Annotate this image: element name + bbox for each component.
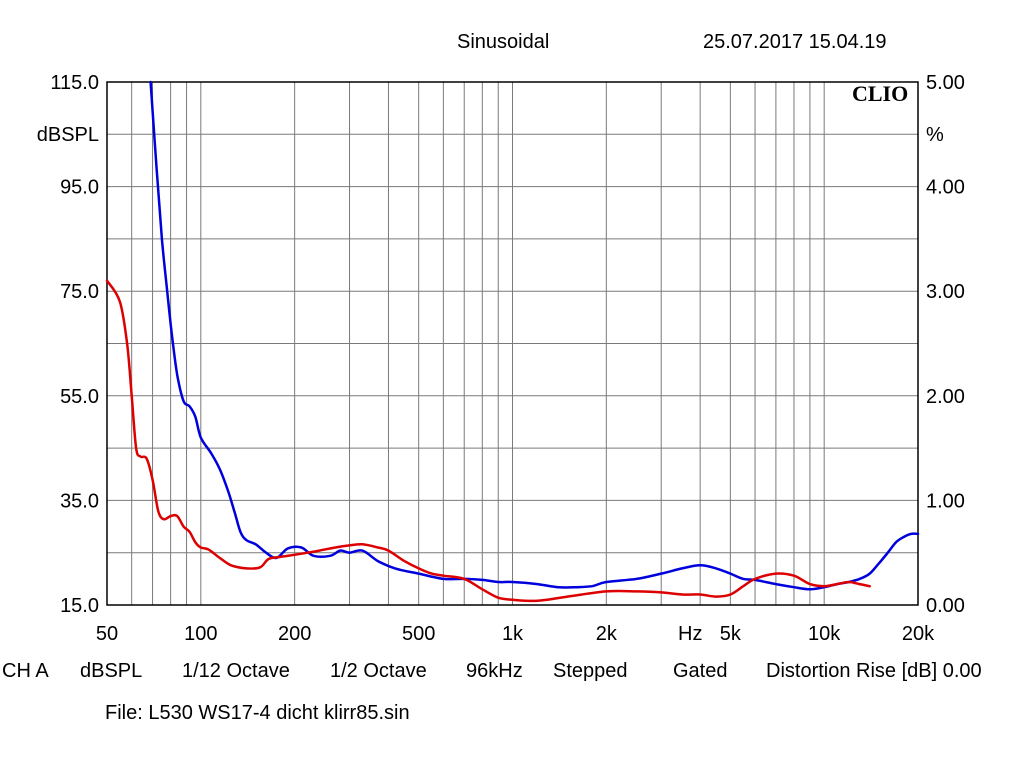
x-tick-label: 20k xyxy=(902,623,935,645)
series-line-blue xyxy=(149,80,920,591)
distortion-rise-label: Distortion Rise [dB] 0.00 xyxy=(766,660,982,682)
clio-logo: CLIO xyxy=(852,81,908,106)
plot-area-border xyxy=(106,81,919,606)
x-tick-label: 200 xyxy=(278,623,311,645)
measurement-settings-bar: CH A dBSPL 1/12 Octave 1/2 Octave 96kHz … xyxy=(0,660,1024,690)
y-right-unit: % xyxy=(926,124,944,146)
y-left-tick-label: 35.0 xyxy=(60,490,99,512)
x-tick-label: 2k xyxy=(596,623,618,645)
x-unit-label: Hz xyxy=(678,623,702,645)
x-tick-label: 100 xyxy=(184,623,217,645)
y-left-unit: dBSPL xyxy=(37,124,99,146)
y-right-tick-label: 0.00 xyxy=(926,595,965,617)
x-tick-label: 5k xyxy=(720,623,742,645)
y-left-tick-label: 15.0 xyxy=(60,595,99,617)
y-left-tick-label: 115.0 xyxy=(50,72,99,94)
smoothing-label: 1/12 Octave xyxy=(182,660,290,682)
y-left-tick-label: 95.0 xyxy=(60,177,99,199)
plot-grid xyxy=(107,82,918,605)
x-tick-labels: 50 100 200 500 1k 2k 5k 10k 20k xyxy=(96,623,935,645)
x-tick-label: 50 xyxy=(96,623,118,645)
y-right-tick-label: 5.00 xyxy=(926,72,965,94)
x-tick-label: 500 xyxy=(402,623,435,645)
y-left-tick-label: 55.0 xyxy=(60,386,99,408)
file-name: File: L530 WS17-4 dicht klirr85.sin xyxy=(105,702,410,724)
sweep-label: Stepped xyxy=(553,660,628,682)
curves xyxy=(105,80,920,603)
measurement-mode: Sinusoidal xyxy=(457,31,549,53)
y-right-tick-label: 3.00 xyxy=(926,281,965,303)
x-tick-label: 10k xyxy=(808,623,841,645)
series-line-red xyxy=(105,279,871,603)
y-left-tick-label: 75.0 xyxy=(60,281,99,303)
y-right-tick-label: 4.00 xyxy=(926,177,965,199)
y-right-tick-labels: 5.00 4.00 3.00 2.00 1.00 0.00 xyxy=(926,72,965,617)
channel-label: CH A xyxy=(2,660,49,682)
x-tick-label: 1k xyxy=(502,623,524,645)
window-label: Gated xyxy=(673,660,728,682)
distortion-chart: Sinusoidal 25.07.2017 15.04.19 CLIO dBSP… xyxy=(37,31,965,645)
unit-label: dBSPL xyxy=(80,660,143,682)
y-right-tick-label: 1.00 xyxy=(926,490,965,512)
sample-rate-label: 96kHz xyxy=(466,660,523,682)
y-right-tick-label: 2.00 xyxy=(926,386,965,408)
bandwidth-label: 1/2 Octave xyxy=(330,660,427,682)
y-left-tick-labels: 115.0 95.0 75.0 55.0 35.0 15.0 xyxy=(50,72,99,617)
measurement-datetime: 25.07.2017 15.04.19 xyxy=(703,31,887,53)
